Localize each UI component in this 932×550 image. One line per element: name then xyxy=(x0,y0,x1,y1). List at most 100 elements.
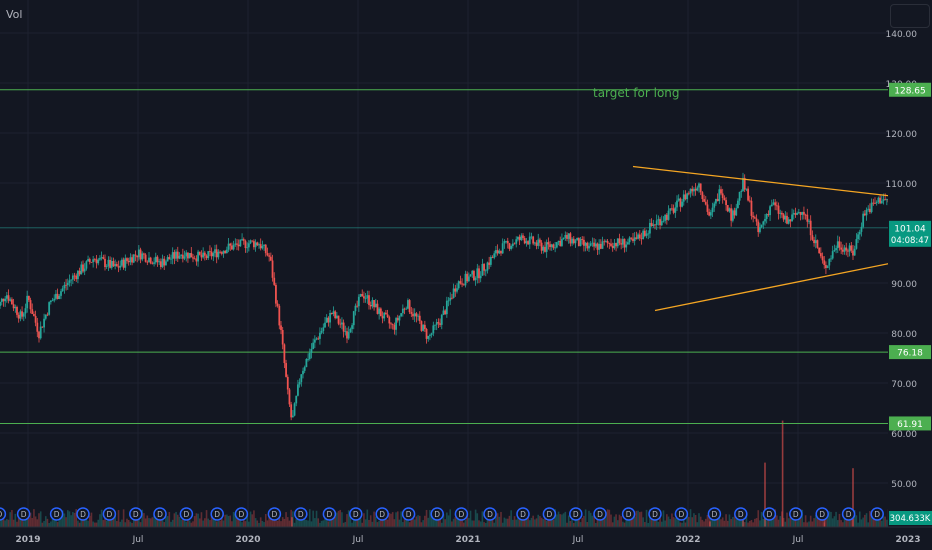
candle-body xyxy=(359,293,362,297)
time-axis[interactable]: 2019Jul2020Jul2021Jul2022Jul2023Jul2024J… xyxy=(0,526,932,550)
volume-bar xyxy=(495,513,497,527)
candle-body xyxy=(170,258,172,260)
candle-body xyxy=(473,270,475,281)
candle-body xyxy=(439,323,441,325)
candle-body xyxy=(444,310,447,315)
volume-bar xyxy=(319,522,321,527)
volume-bar xyxy=(302,515,304,527)
candle-body xyxy=(53,298,56,301)
volume-bar xyxy=(732,517,734,527)
candle-body xyxy=(132,254,135,263)
candle-body xyxy=(44,314,47,319)
volume-bar xyxy=(202,520,204,527)
price-tick-label: 140.00 xyxy=(886,30,918,40)
candle-body xyxy=(24,308,27,314)
volume-bar xyxy=(747,522,749,527)
candle-body xyxy=(203,252,206,256)
volume-bar xyxy=(637,510,639,527)
volume-bar xyxy=(556,514,558,527)
candle-body xyxy=(633,237,636,242)
chart-settings-button[interactable] xyxy=(890,4,930,28)
volume-bar xyxy=(200,512,203,527)
candle-body xyxy=(654,224,656,226)
volume-bar xyxy=(787,518,790,527)
candle-body xyxy=(466,273,469,282)
volume-bar xyxy=(33,509,35,527)
volume-bar xyxy=(640,511,643,527)
candle-body xyxy=(33,314,35,316)
candle-body xyxy=(363,296,365,299)
volume-bar xyxy=(26,514,28,527)
candle-body xyxy=(655,220,658,226)
volume-bar xyxy=(197,513,199,527)
candle-body xyxy=(159,261,162,267)
candle-body xyxy=(632,238,634,242)
candle-body xyxy=(303,367,306,371)
candle-body xyxy=(395,318,397,330)
candle-body xyxy=(625,244,628,248)
candle-body xyxy=(423,324,426,329)
volume-bar xyxy=(55,517,57,527)
dividend-marker: D xyxy=(593,507,607,521)
candle-body xyxy=(158,261,161,263)
candle-body xyxy=(11,299,13,305)
candle-body xyxy=(214,249,216,254)
volume-bar xyxy=(446,512,448,527)
dividend-marker-circle xyxy=(762,507,777,521)
candle-body xyxy=(885,198,888,200)
price-tick-label: 120.00 xyxy=(886,130,918,140)
volume-bar xyxy=(718,516,721,527)
volume-bar xyxy=(774,509,776,527)
dividend-marker: D xyxy=(621,507,636,521)
candle-body xyxy=(100,257,103,259)
drawings[interactable]: 24.89 (24.07%) 2489target for long xyxy=(593,66,932,312)
candle-body xyxy=(410,312,413,314)
candle-body xyxy=(858,231,861,235)
candle-body xyxy=(369,304,372,307)
candle-body xyxy=(99,258,101,260)
dividend-marker: D xyxy=(76,507,90,521)
volume-bar xyxy=(4,520,6,527)
candle-body xyxy=(161,258,164,267)
volume-bar xyxy=(215,521,218,527)
dividend-marker: D xyxy=(102,507,117,521)
dividend-marker-circle xyxy=(815,507,829,521)
dividend-markers[interactable]: DDDDDDDDDDDDDDDDDDDDDDDDDDDDDDDDDDDDDDD⚡ xyxy=(0,507,932,521)
candle-body xyxy=(324,322,326,328)
volume-bar xyxy=(173,513,176,527)
candle-body xyxy=(706,204,709,212)
volume-bar xyxy=(149,518,152,527)
volume-bar xyxy=(178,516,181,527)
volume-bar xyxy=(534,519,536,527)
candle-body xyxy=(27,295,30,301)
candle-body xyxy=(308,352,311,359)
volume-bar xyxy=(253,510,255,527)
candle-body xyxy=(577,237,580,247)
candle-body xyxy=(684,194,687,200)
candle-body xyxy=(708,211,711,216)
candle-body xyxy=(728,208,731,212)
candle-body xyxy=(545,242,548,252)
candle-body xyxy=(312,342,315,350)
dividend-marker-letter: D xyxy=(846,510,852,519)
volume-bar xyxy=(402,522,404,527)
volume-bar xyxy=(869,511,871,527)
volume-bar xyxy=(726,520,729,527)
candle-body xyxy=(711,207,714,213)
volume-bar xyxy=(826,512,829,527)
volume-bar xyxy=(72,512,74,527)
volume-bar xyxy=(481,511,484,527)
candle-body xyxy=(642,230,645,240)
candle-body xyxy=(166,257,169,262)
price-axis[interactable]: 140.00130.00120.00110.0090.0080.0070.006… xyxy=(886,0,932,550)
candle-body xyxy=(212,253,215,257)
volume-bar xyxy=(740,520,743,527)
volume-spike xyxy=(852,468,854,527)
candle-body xyxy=(121,259,123,266)
candle-body xyxy=(537,239,540,246)
volume-bar xyxy=(124,522,127,527)
volume-bar xyxy=(205,510,208,527)
volume-bar xyxy=(537,514,540,527)
candle-body xyxy=(562,237,565,240)
